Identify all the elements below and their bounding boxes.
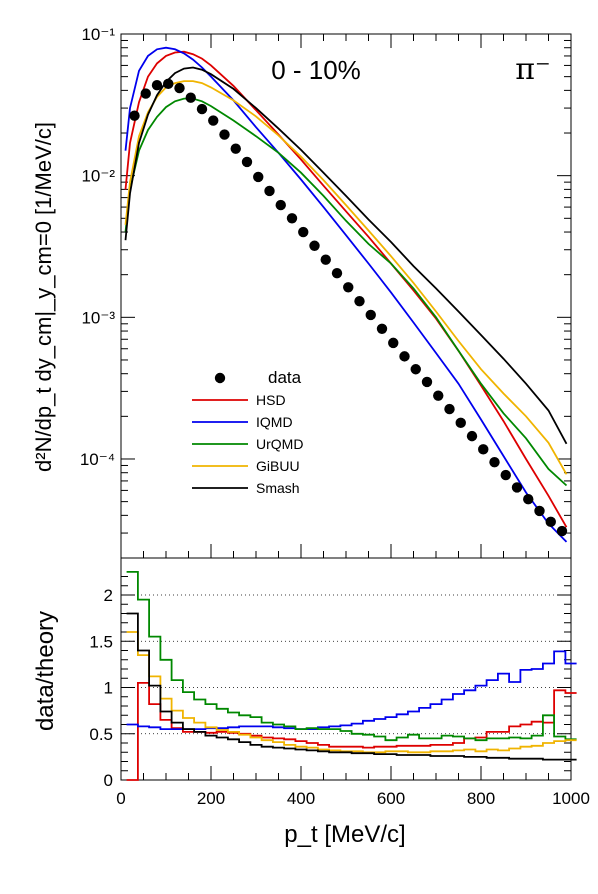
data-point [253,171,264,183]
ratio-y-axis-title: data/theory [32,611,59,731]
y-tick-label: 10⁻⁴ [80,450,115,469]
y-tick-label: 0 [104,771,113,790]
data-point [230,143,241,154]
spectrum-panel: 10⁻⁴ 10⁻³ 10⁻² 10⁻¹ data HSD IQMD UrQMD GiBUU Sma… [80,25,572,559]
centrality-label: 0 - 10% [271,55,361,85]
data-point [163,78,174,90]
data-point [466,430,478,442]
y-tick-label: 2 [104,586,113,605]
data-point [298,226,309,238]
data-point [478,444,489,455]
ratio-line-smash [126,612,577,761]
data-point [264,185,275,197]
data-point [185,92,196,103]
series-line-gibuu [124,80,568,475]
ratio-panel: 0 0.5 1 1.5 2 0 200 400 600 800 1000 [89,557,590,808]
data-point [545,516,556,528]
data-point [511,482,523,493]
ratio-line-urqmd [126,571,577,742]
data-point [286,213,298,224]
data-point [455,417,466,429]
x-tick-label: 1000 [552,789,590,808]
data-point [140,88,151,99]
x-axis-title: p_t [MeV/c] [284,821,405,848]
x-tick-label: 400 [287,789,315,808]
data-point [523,494,534,505]
data-point [556,525,568,537]
data-point [489,456,500,468]
data-point [343,282,354,293]
x-tick-label: 800 [467,789,495,808]
spectrum-y-axis-title: d²N/dp_t dy_cm|_y_cm=0 [1/MeV/c] [31,122,56,472]
y-tick-label: 10⁻¹ [81,25,115,44]
data-point [151,80,163,91]
data-point [421,376,433,388]
data-point [320,254,331,265]
series-line-iqmd [124,46,568,543]
legend-label: data [268,368,302,387]
y-tick-label: 0.5 [89,725,113,744]
data-point [174,82,185,94]
y-tick-label: 10⁻³ [81,308,115,327]
data-point [433,390,444,401]
data-point [388,337,399,349]
series-line-smash [124,66,568,445]
data-point [399,351,410,362]
legend-label: GiBUU [256,458,300,474]
data-point [534,505,545,517]
data-point [309,240,320,251]
data-point [376,323,388,334]
legend-marker [214,372,226,384]
data-point [219,129,230,140]
x-tick-label: 200 [197,789,225,808]
data-point [129,110,140,121]
data-point [241,156,253,168]
x-tick-label: 600 [377,789,405,808]
data-point [500,469,511,481]
particle-label: π⁻ [515,52,551,87]
data-point [275,199,286,211]
legend-label: HSD [256,392,286,408]
data-point [331,267,343,279]
legend-label: UrQMD [256,436,303,452]
data-point [208,115,219,126]
data-point [410,364,421,375]
x-tick-label: 0 [116,789,125,808]
legend-label: Smash [256,480,300,496]
y-tick-label: 10⁻² [81,167,115,186]
y-tick-label: 1.5 [89,632,113,651]
y-tick-label: 1 [104,679,113,698]
data-point [196,103,208,115]
data-point [444,403,455,415]
ratio-line-gibuu [126,631,577,754]
legend-label: IQMD [256,414,293,430]
series-line-urqmd [124,97,568,487]
data-point [365,309,376,321]
data-point [354,295,365,307]
